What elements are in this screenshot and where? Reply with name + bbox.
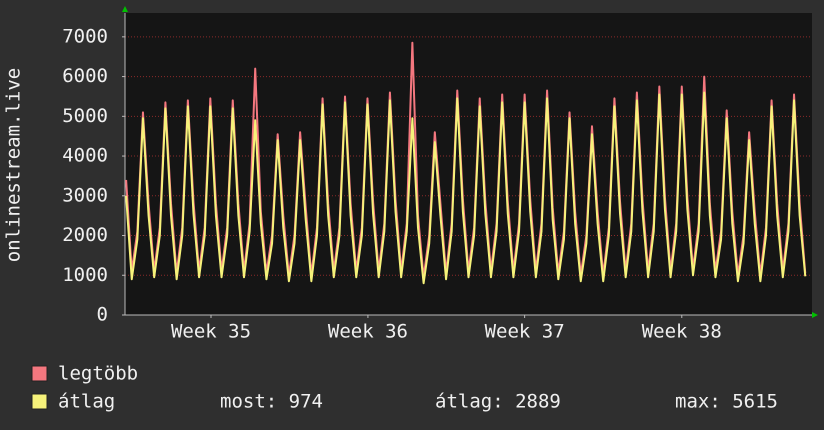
legend-swatch <box>31 365 48 382</box>
y-tick-label: 0 <box>97 304 108 326</box>
x-tick-label: Week 36 <box>328 321 408 343</box>
legend-label: átlag <box>58 391 115 413</box>
y-tick-label: 2000 <box>62 224 108 246</box>
legend-stat: most: 974 <box>220 391 323 413</box>
x-tick-label: Week 38 <box>642 321 722 343</box>
x-tick-label: Week 35 <box>171 321 251 343</box>
axis-arrow <box>812 312 818 318</box>
y-tick-label: 3000 <box>62 184 108 206</box>
y-tick-label: 6000 <box>62 65 108 87</box>
y-tick-label: 5000 <box>62 105 108 127</box>
axis-arrow <box>122 6 128 12</box>
legend-swatch <box>31 393 48 410</box>
y-axis-label: onlinestream.live <box>3 68 25 262</box>
legend-stat: max: 5615 <box>675 391 778 413</box>
series-line <box>125 91 807 285</box>
y-tick-label: 1000 <box>62 264 108 286</box>
y-tick-label: 4000 <box>62 145 108 167</box>
legend-stat: átlag: 2889 <box>435 391 561 413</box>
legend-label: legtöbb <box>58 363 138 385</box>
x-tick-label: Week 37 <box>485 321 565 343</box>
y-tick-label: 7000 <box>62 25 108 47</box>
